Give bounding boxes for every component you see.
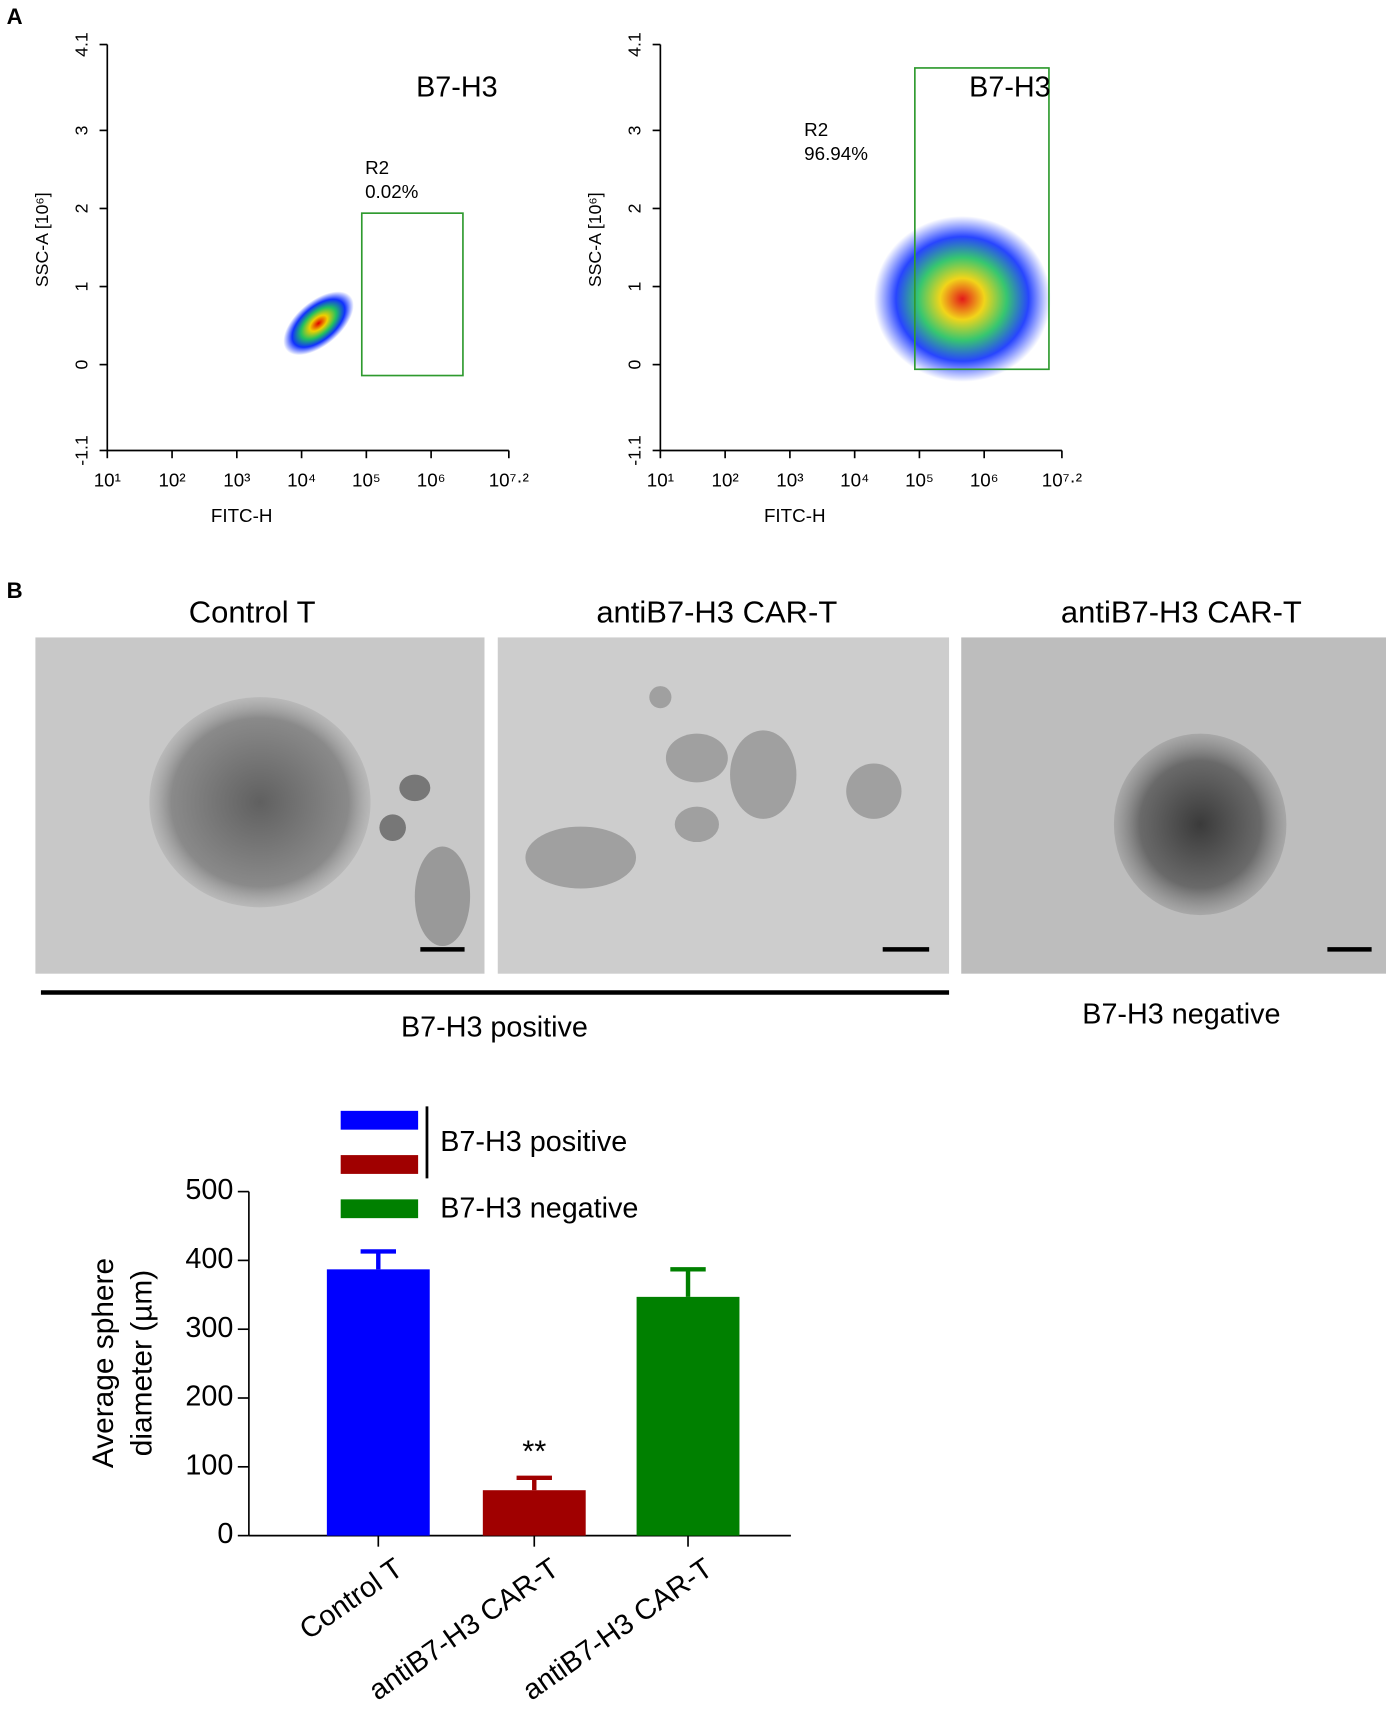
legend-swatch [340,1199,419,1219]
cell-clusters [525,686,902,889]
density-cloud [873,215,1051,382]
legend-swatch [340,1110,419,1130]
y-axis-label: diameter (µm) [126,1270,159,1456]
y-tick-label: 3 [625,125,645,135]
y-tick-label: 400 [185,1243,233,1275]
annotation: ** [522,1434,546,1469]
bar [326,1269,430,1536]
y-tick-label: 300 [185,1312,233,1344]
x-tick-label: 10⁴ [287,469,316,490]
y-tick-label: 100 [185,1449,233,1481]
gate [360,212,464,377]
gate-name: R2 [804,119,828,140]
legend-label: B7-H3 positive [440,1126,627,1158]
x-tick-label: 10⁷·² [1042,469,1082,490]
density-cloud [283,291,354,356]
y-tick-label: 1 [625,282,645,292]
x-axis-label: FITC-H [764,505,826,526]
legend-label: B7-H3 negative [440,1192,638,1224]
y-tick-label: 4.1 [625,32,645,57]
y-tick-label: 0 [72,360,92,370]
sphere [399,774,431,802]
y-tick-label: 200 [185,1381,233,1413]
x-tick-label: 10² [158,469,185,490]
x-tick-label: 10¹ [94,469,121,490]
y-tick-label: 0 [625,360,645,370]
gate [914,67,1050,371]
y-axis-label: Average sphere [87,1258,120,1468]
x-tick-label: 10⁵ [352,469,381,490]
x-tick-label: 10⁶ [417,469,446,490]
y-tick-label: 3 [72,125,92,135]
legend-swatch [340,1155,419,1174]
y-tick-label: 2 [625,204,645,214]
sphere [379,814,406,841]
y-tick-label: 0 [217,1518,233,1550]
y-axis-label: SSC-A [10⁶] [585,192,605,287]
bar [482,1490,586,1536]
panel-label: A [7,4,23,29]
sphere [414,846,471,947]
x-tick-label: 10¹ [647,469,674,490]
y-tick-label: -1.1 [72,435,92,465]
x-tick-label: 10² [712,469,739,490]
y-tick-label: 1 [72,282,92,292]
sphere [149,697,371,908]
micrograph-title: antiB7-H3 CAR-T [1061,594,1302,629]
gate-percent: 0.02% [365,181,419,202]
micrograph-title: antiB7-H3 CAR-T [596,594,837,629]
gate-percent: 96.94% [804,143,868,164]
x-tick-label: 10⁷·² [489,469,529,490]
x-tick-label: 10³ [776,469,803,490]
group-label: B7-H3 negative [1082,998,1280,1030]
plot-title: B7-H3 [969,71,1051,103]
y-tick-label: 500 [185,1174,233,1206]
plot-title: B7-H3 [416,71,498,103]
gate-name: R2 [365,157,389,178]
group-label: B7-H3 positive [401,1012,588,1044]
x-axis-label: FITC-H [211,505,273,526]
x-tick-label: 10⁵ [905,469,934,490]
y-tick-label: 2 [72,204,92,214]
y-axis-label: SSC-A [10⁶] [32,192,52,287]
micrograph-title: Control T [189,594,316,629]
x-tick-label: 10⁶ [970,469,999,490]
x-tick-label: 10³ [223,469,250,490]
panel-label: B [7,578,23,603]
x-tick-label: Control T [294,1552,409,1646]
bar [636,1296,740,1536]
y-tick-label: 4.1 [72,32,92,57]
y-tick-label: -1.1 [625,435,645,465]
x-tick-label: 10⁴ [840,469,869,490]
sphere [1113,733,1287,916]
